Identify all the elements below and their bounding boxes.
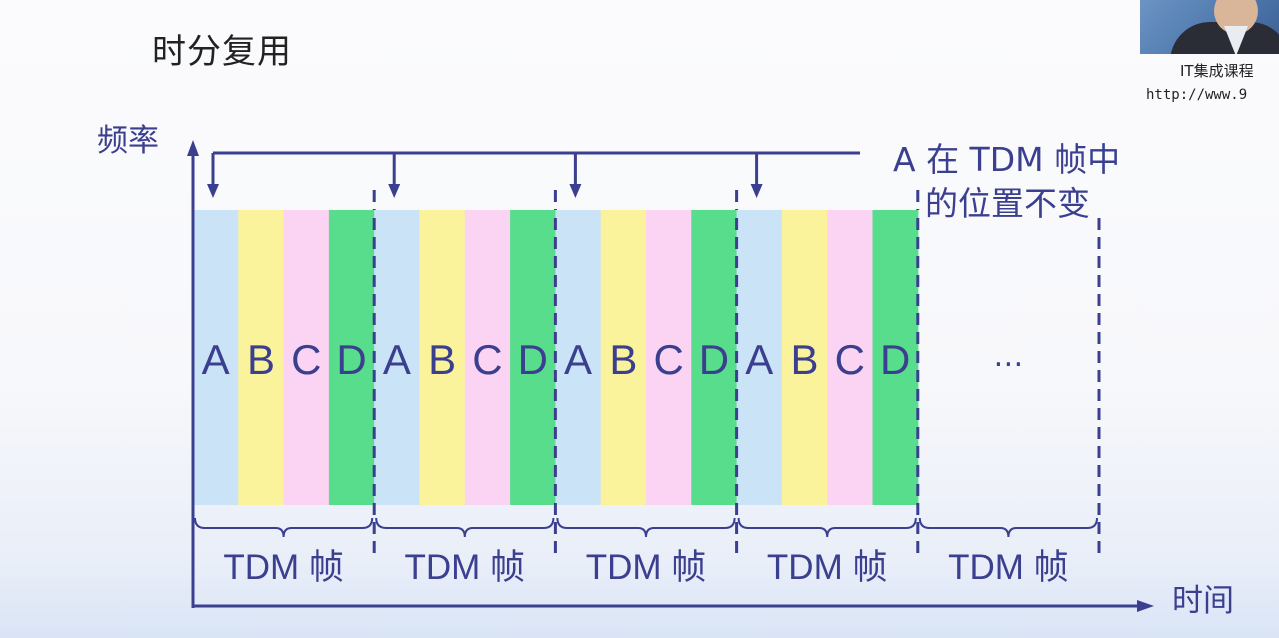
slot-label-d-frame-3: D (699, 336, 729, 383)
slot-a-frame-4 (736, 210, 783, 505)
frame-label-3: TDM 帧 (586, 548, 707, 587)
slot-label-d-frame-1: D (336, 336, 366, 383)
frame-label-1: TDM 帧 (223, 548, 344, 587)
slot-label-c-frame-2: C (472, 336, 502, 383)
frame-brace-3 (556, 517, 736, 538)
slot-label-a-frame-4: A (745, 336, 773, 383)
y-axis-arrowhead (187, 140, 199, 156)
frame-label-2: TDM 帧 (405, 548, 526, 587)
slot-label-d-frame-2: D (518, 336, 548, 383)
annotation-line-1: A 在 TDM 帧中 (893, 140, 1120, 179)
slot-label-c-frame-3: C (653, 336, 683, 383)
slot-label-b-frame-4: B (791, 336, 819, 383)
watermark-url: http://www.9 (1146, 87, 1248, 103)
annotation-line-2: 的位置不变 (925, 184, 1090, 223)
slot-d-frame-4 (872, 210, 919, 505)
slot-b-frame-2 (419, 210, 466, 505)
watermark-name: IT集成课程 (1180, 62, 1254, 80)
x-axis-arrowhead (1137, 600, 1154, 612)
webcam-video (1140, 0, 1279, 54)
pointer-arrowhead-3 (569, 184, 582, 198)
slot-c-frame-1 (283, 210, 330, 505)
ellipsis: … (993, 339, 1023, 374)
frame-brace-2 (375, 517, 555, 538)
slot-label-a-frame-3: A (564, 336, 592, 383)
slot-c-frame-3 (646, 210, 692, 505)
slot-c-frame-2 (464, 210, 511, 505)
slot-d-frame-3 (691, 210, 738, 505)
x-axis-label: 时间 (1172, 583, 1234, 619)
slot-a-frame-2 (374, 210, 421, 505)
slot-label-b-frame-1: B (247, 336, 275, 383)
slot-layer: A B C D A B C D A B C D A B C D… (193, 210, 1023, 505)
slot-a-frame-1 (193, 210, 239, 505)
frame-brace-1 (194, 517, 374, 538)
frame-label-4: TDM 帧 (767, 548, 888, 587)
slot-label-c-frame-1: C (291, 336, 321, 383)
slot-d-frame-1 (328, 210, 375, 505)
pointer-arrowhead-1 (207, 184, 219, 198)
frame-layer: TDM 帧 TDM 帧 TDM 帧 TDM 帧 TDM 帧 (194, 517, 1098, 587)
slot-b-frame-1 (238, 210, 285, 505)
watermark: IT集成课程 http://www.9 (1146, 60, 1279, 103)
pointer-arrowhead-4 (750, 184, 763, 198)
slot-c-frame-4 (827, 210, 874, 505)
line-layer (187, 140, 1154, 612)
frame-brace-5 (918, 517, 1098, 538)
slot-d-frame-2 (510, 210, 556, 505)
frame-brace-4 (737, 517, 917, 538)
slot-b-frame-4 (781, 210, 828, 505)
slot-label-d-frame-4: D (880, 336, 910, 383)
slot-label-b-frame-3: B (609, 336, 637, 383)
slot-label-c-frame-4: C (835, 336, 865, 383)
y-axis-label: 频率 (97, 123, 159, 159)
slide-title: 时分复用 (152, 32, 292, 72)
pointer-arrowhead-2 (388, 184, 401, 198)
slot-a-frame-3 (555, 210, 602, 505)
slot-label-b-frame-2: B (428, 336, 456, 383)
frame-label-5: TDM 帧 (948, 548, 1069, 587)
slot-label-a-frame-1: A (202, 336, 230, 383)
slot-label-a-frame-2: A (383, 336, 411, 383)
slot-b-frame-3 (600, 210, 647, 505)
